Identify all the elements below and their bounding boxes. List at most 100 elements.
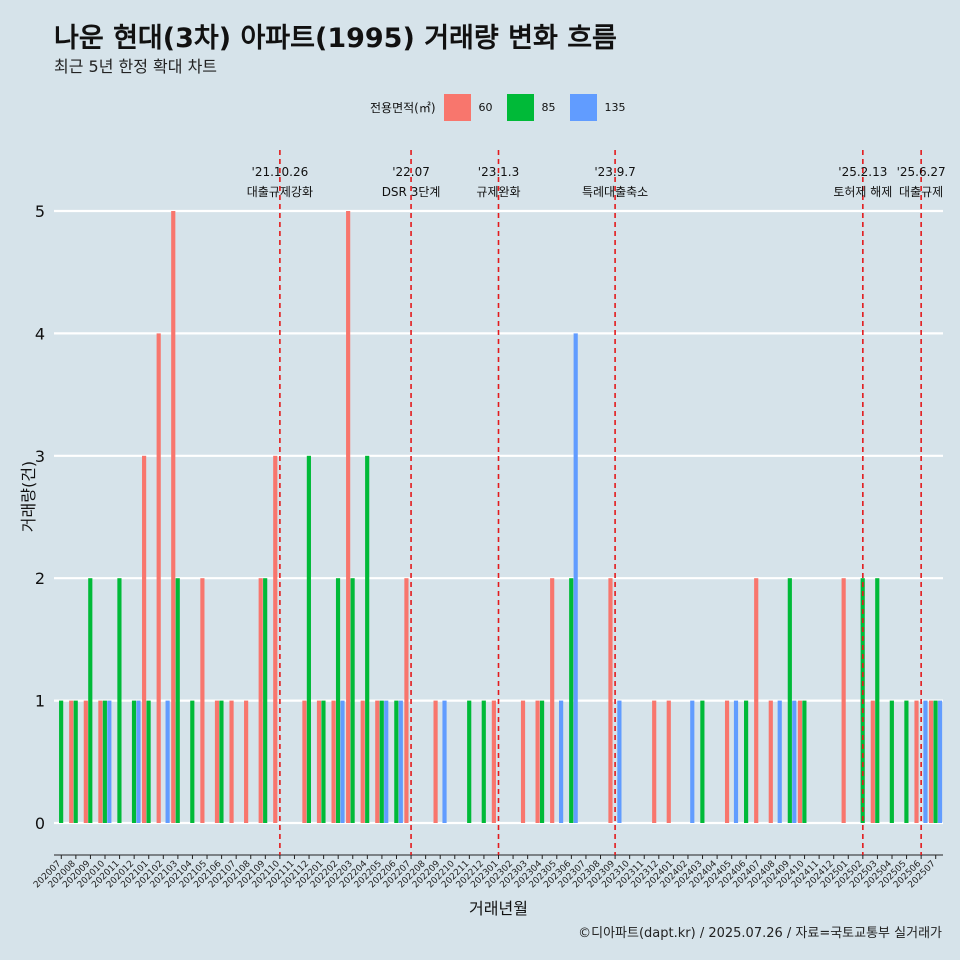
legend-swatch-135 <box>569 93 597 121</box>
bar-135-202012 <box>136 700 141 823</box>
bar-60-202301 <box>491 700 496 823</box>
y-tick-label: 0 <box>35 814 45 833</box>
bar-60-202507 <box>929 700 934 823</box>
bar-85-202011 <box>117 578 122 823</box>
bar-85-202206 <box>394 700 399 823</box>
bar-135-202507 <box>937 700 943 823</box>
legend-label-60: 60 <box>478 100 493 114</box>
legend-label-85: 85 <box>541 100 556 114</box>
bar-60-202506 <box>914 700 919 823</box>
bar-85-202007 <box>59 700 64 823</box>
bar-60-202501 <box>841 578 846 823</box>
bar-60-202202 <box>331 700 336 823</box>
bar-60-202103 <box>171 211 176 823</box>
event-date-202110: '21.10.26 <box>252 165 309 179</box>
legend-swatch-85 <box>506 93 534 121</box>
chart-caption: ©디아파트(dapt.kr) / 2025.07.26 / 자료=국토교통부 실… <box>578 926 942 941</box>
y-tick-label: 1 <box>35 692 45 711</box>
event-label-202301: 규제완화 <box>476 185 520 199</box>
bar-60-202407 <box>754 578 759 823</box>
bar-135-202202 <box>340 700 345 823</box>
bar-60-202303 <box>520 700 526 823</box>
event-date-202506: '25.6.27 <box>897 165 946 179</box>
bar-135-202209 <box>442 700 447 823</box>
bar-85-202403 <box>700 700 705 823</box>
bar-60-202312 <box>652 700 657 823</box>
bar-60-202205 <box>375 700 380 823</box>
event-label-202110: 대출규제강화 <box>247 185 313 199</box>
bar-85-202009 <box>88 578 93 823</box>
bar-85-202505 <box>904 700 909 823</box>
bar-135-202206 <box>398 700 403 823</box>
bar-135-202405 <box>733 700 739 823</box>
bar-135-202309 <box>617 700 622 823</box>
bar-60-202106 <box>214 700 220 823</box>
y-tick-label: 4 <box>35 324 45 343</box>
event-label-202502: 토허제 해제 <box>833 185 892 199</box>
bar-85-202103 <box>175 578 180 823</box>
bar-135-202408 <box>777 700 782 823</box>
bar-60-202410 <box>797 700 803 823</box>
bar-85-202504 <box>889 700 894 823</box>
bar-85-202109 <box>263 578 268 823</box>
bar-85-202406 <box>744 700 749 823</box>
bar-60-202009 <box>83 700 88 823</box>
bar-135-202205 <box>384 700 389 823</box>
event-date-202207: '22.07 <box>392 165 430 179</box>
bar-60-202203 <box>346 211 351 823</box>
bar-135-202402 <box>690 700 695 823</box>
bar-85-202101 <box>146 700 151 823</box>
bar-60-202108 <box>244 700 249 823</box>
bar-135-202010 <box>107 700 112 823</box>
bar-60-202209 <box>433 700 438 823</box>
y-axis-title: 거래량(건) <box>19 461 38 532</box>
bar-60-202010 <box>98 700 103 823</box>
bar-60-202207 <box>404 578 409 823</box>
bar-85-202008 <box>73 700 78 823</box>
legend-swatch-60 <box>443 93 471 121</box>
bar-60-202109 <box>258 578 263 823</box>
legend-label-135: 135 <box>604 100 626 114</box>
bar-85-202211 <box>467 700 472 823</box>
bar-60-202204 <box>360 700 365 823</box>
bar-85-202304 <box>539 700 545 823</box>
y-tick-label: 3 <box>35 447 45 466</box>
event-date-202301: '23.1.3 <box>478 165 519 179</box>
bar-60-202305 <box>550 578 555 823</box>
legend-item-60: 60 <box>443 93 503 121</box>
bar-85-202201 <box>321 700 326 823</box>
bar-135-202506 <box>923 700 928 823</box>
bar-60-202101 <box>142 455 147 823</box>
bar-85-202205 <box>379 700 384 823</box>
bar-85-202503 <box>875 578 880 823</box>
bar-85-202012 <box>131 700 137 823</box>
bar-135-202102 <box>165 700 170 823</box>
bar-135-202306 <box>573 333 578 823</box>
legend-item-135: 135 <box>569 93 636 121</box>
event-label-202207: DSR 3단계 <box>382 185 441 199</box>
event-label-202309: 특례대출축소 <box>582 185 648 199</box>
bar-85-202106 <box>219 700 224 823</box>
bar-60-202201 <box>316 700 322 823</box>
bar-85-202203 <box>350 578 355 823</box>
chart-subtitle: 최근 5년 한정 확대 차트 <box>54 57 218 76</box>
bar-60-202110 <box>273 455 278 823</box>
bar-85-202409 <box>787 578 792 823</box>
bar-85-202010 <box>102 700 107 823</box>
y-tick-label: 5 <box>35 202 45 221</box>
bar-60-202304 <box>535 700 540 823</box>
bar-60-202107 <box>229 700 234 823</box>
bar-85-202507 <box>933 700 938 823</box>
bar-60-202008 <box>69 700 74 823</box>
bar-85-202204 <box>365 455 370 823</box>
bar-60-202401 <box>666 700 671 823</box>
bar-85-202104 <box>190 700 195 823</box>
bar-60-202309 <box>608 578 613 823</box>
bar-85-202410 <box>802 700 807 823</box>
bar-60-202105 <box>200 578 205 823</box>
bar-60-202102 <box>156 333 161 823</box>
bar-85-202306 <box>569 578 574 823</box>
bar-85-202112 <box>306 455 311 823</box>
event-label-202506: 대출규제 <box>899 185 943 199</box>
